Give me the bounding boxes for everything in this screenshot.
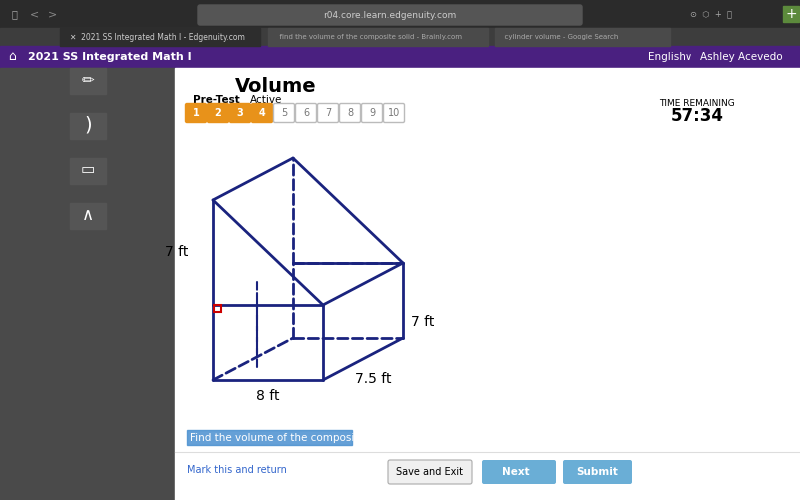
Text: Mark this and return: Mark this and return bbox=[187, 465, 287, 475]
Text: +: + bbox=[785, 7, 797, 21]
Text: 6: 6 bbox=[303, 108, 309, 118]
Polygon shape bbox=[544, 463, 552, 481]
Bar bbox=[70, 68, 106, 94]
Bar bbox=[0, 28, 800, 46]
Bar bbox=[60, 28, 260, 46]
FancyBboxPatch shape bbox=[230, 104, 250, 122]
Text: 9: 9 bbox=[369, 108, 375, 118]
FancyBboxPatch shape bbox=[318, 104, 338, 122]
Text: Pre-Test: Pre-Test bbox=[193, 95, 240, 105]
FancyBboxPatch shape bbox=[482, 460, 556, 484]
Text: 7 ft: 7 ft bbox=[165, 246, 188, 260]
Text: Submit: Submit bbox=[576, 467, 618, 477]
Bar bbox=[268, 28, 488, 46]
Text: find the volume of the composite solid - Brainly.com: find the volume of the composite solid -… bbox=[275, 34, 462, 40]
Bar bbox=[783, 6, 799, 22]
Text: Active: Active bbox=[250, 95, 282, 105]
Text: 7 ft: 7 ft bbox=[411, 314, 434, 328]
Bar bbox=[175, 68, 800, 500]
Text: r04.core.learn.edgenuity.com: r04.core.learn.edgenuity.com bbox=[323, 10, 457, 20]
Text: 4: 4 bbox=[258, 108, 266, 118]
Text: 2021 SS Integrated Math I: 2021 SS Integrated Math I bbox=[28, 52, 192, 62]
FancyBboxPatch shape bbox=[251, 104, 273, 122]
Text: 57:34: 57:34 bbox=[670, 107, 723, 125]
Text: cylinder volume - Google Search: cylinder volume - Google Search bbox=[500, 34, 618, 40]
Text: ▭: ▭ bbox=[81, 162, 95, 178]
Text: Next: Next bbox=[502, 467, 530, 477]
Text: <: < bbox=[30, 9, 39, 19]
FancyBboxPatch shape bbox=[383, 104, 405, 122]
FancyBboxPatch shape bbox=[186, 104, 206, 122]
Text: ⬜: ⬜ bbox=[12, 9, 18, 19]
Text: ): ) bbox=[84, 116, 92, 134]
FancyBboxPatch shape bbox=[207, 104, 229, 122]
FancyBboxPatch shape bbox=[339, 104, 361, 122]
Text: ⌂: ⌂ bbox=[8, 50, 16, 64]
Text: Volume: Volume bbox=[235, 78, 317, 96]
Text: English: English bbox=[648, 52, 686, 62]
Text: ✕  2021 SS Integrated Math I - Edgenuity.com: ✕ 2021 SS Integrated Math I - Edgenuity.… bbox=[70, 32, 245, 42]
Text: 1: 1 bbox=[193, 108, 199, 118]
Text: Find the volume of the composite solid.: Find the volume of the composite solid. bbox=[190, 433, 396, 443]
FancyBboxPatch shape bbox=[563, 460, 632, 484]
Bar bbox=[70, 113, 106, 139]
Text: TIME REMAINING: TIME REMAINING bbox=[659, 100, 735, 108]
Bar bbox=[187, 430, 352, 445]
Text: ∧: ∧ bbox=[82, 206, 94, 224]
Text: 8: 8 bbox=[347, 108, 353, 118]
Text: 7: 7 bbox=[325, 108, 331, 118]
Bar bbox=[0, 68, 175, 500]
Text: ∨: ∨ bbox=[685, 52, 692, 62]
Text: 8 ft: 8 ft bbox=[256, 389, 280, 403]
FancyBboxPatch shape bbox=[198, 5, 582, 25]
Text: 2: 2 bbox=[214, 108, 222, 118]
Text: Save and Exit: Save and Exit bbox=[397, 467, 463, 477]
Text: ✏: ✏ bbox=[82, 72, 94, 88]
Text: 5: 5 bbox=[281, 108, 287, 118]
FancyBboxPatch shape bbox=[388, 460, 472, 484]
Bar bbox=[70, 158, 106, 184]
Text: 7.5 ft: 7.5 ft bbox=[354, 372, 391, 386]
Bar bbox=[214, 305, 221, 312]
Text: ⊙  ⬡  +  ⬜: ⊙ ⬡ + ⬜ bbox=[690, 10, 732, 18]
Text: 10: 10 bbox=[388, 108, 400, 118]
FancyBboxPatch shape bbox=[274, 104, 294, 122]
Text: Ashley Acevedo: Ashley Acevedo bbox=[700, 52, 782, 62]
Bar bbox=[70, 203, 106, 229]
Bar bbox=[495, 28, 670, 46]
Bar bbox=[0, 46, 800, 68]
FancyBboxPatch shape bbox=[295, 104, 317, 122]
Bar bbox=[0, 0, 800, 28]
FancyBboxPatch shape bbox=[362, 104, 382, 122]
Text: >: > bbox=[48, 9, 58, 19]
Text: 3: 3 bbox=[237, 108, 243, 118]
